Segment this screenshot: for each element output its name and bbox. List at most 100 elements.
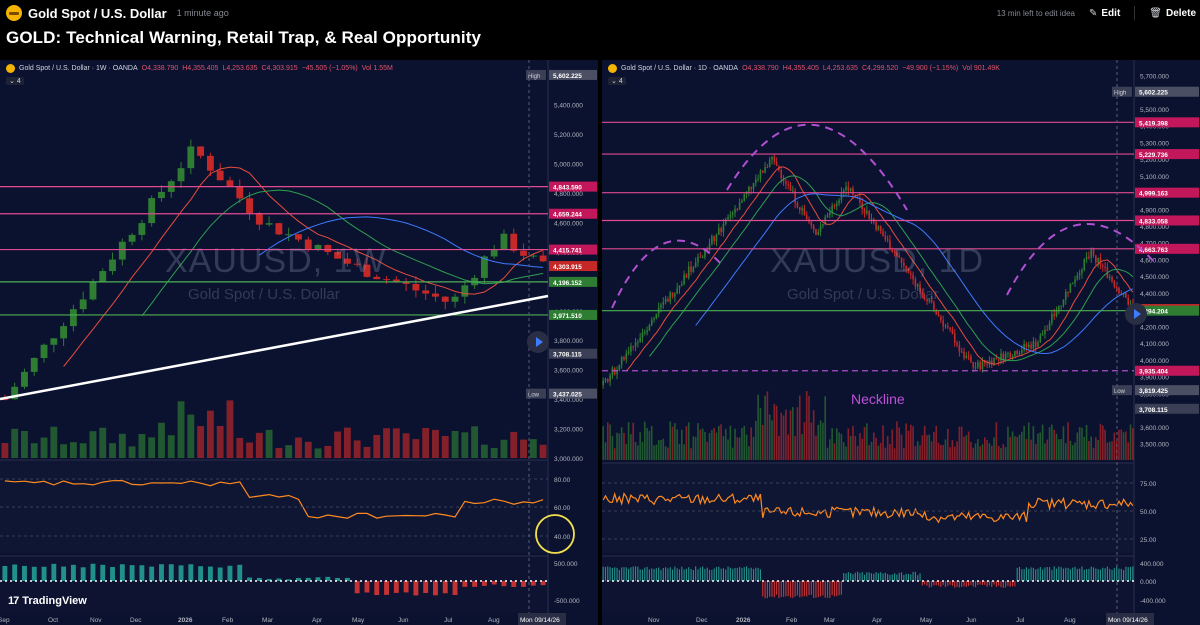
volume-bar	[944, 439, 947, 460]
price-scale-label: 3,000.000	[554, 456, 583, 463]
volume-bar	[432, 429, 439, 458]
daily-chart-canvas[interactable]: 5,700.0005,600.0005,500.0005,400.0005,30…	[602, 60, 1200, 625]
volume-bar	[951, 440, 954, 460]
play-replay-button[interactable]	[1125, 303, 1147, 325]
price-tag-bg	[549, 348, 597, 359]
legend-symbol[interactable]: Gold Spot / U.S. Dollar · 1W · OANDA	[19, 65, 138, 72]
delete-button[interactable]: 🗑 Delete	[1149, 7, 1196, 19]
macd-histogram-bar	[1005, 581, 1007, 588]
pencil-icon: ✎	[1089, 7, 1098, 19]
candle-body	[206, 155, 214, 171]
macd-histogram-bar	[831, 581, 833, 596]
macd-histogram-bar	[540, 581, 546, 586]
price-scale-label: 4,800.000	[1140, 224, 1169, 231]
weekly-chart-canvas[interactable]: 5,400.000 5,200.000 5,000.000 4,800.000 4,60…	[0, 60, 598, 625]
macd-histogram-bar	[921, 581, 923, 586]
macd-histogram-bar	[501, 581, 507, 587]
macd-histogram-bar	[632, 566, 634, 581]
macd-histogram-bar	[296, 577, 301, 581]
price-tag-label: 5,419.398	[1139, 120, 1168, 127]
candle-body	[21, 371, 28, 387]
candle-body	[236, 186, 244, 199]
candle-body	[295, 234, 302, 240]
legend-close: C4,299.520	[861, 65, 899, 72]
volume-bar	[1067, 422, 1069, 460]
candle-body	[653, 318, 655, 320]
volume-bar	[750, 427, 753, 460]
macd-histogram-bar	[637, 566, 639, 581]
volume-bar	[643, 421, 646, 460]
candle-body	[632, 346, 635, 348]
macd-histogram-bar	[655, 568, 657, 581]
volume-bar	[1118, 429, 1120, 460]
tag-prefix-bg	[1112, 385, 1132, 396]
macd-histogram-bar	[843, 573, 845, 581]
edit-button[interactable]: ✎ Edit	[1089, 7, 1121, 19]
indicator-collapse-toggle[interactable]: ⌄ 4	[6, 77, 24, 85]
price-scale-label: 5,100.000	[1140, 174, 1169, 181]
candle-body	[743, 193, 746, 201]
macd-histogram-bar	[602, 566, 604, 581]
candle-body	[690, 266, 692, 273]
volume-bar	[236, 437, 244, 458]
price-tag-bg	[1135, 403, 1199, 414]
macd-histogram-bar	[198, 566, 204, 581]
price-tag-label: 4,415.741	[553, 248, 582, 255]
macd-histogram-bar	[970, 581, 972, 585]
volume-bar	[1099, 423, 1102, 460]
volume-bar	[1011, 431, 1014, 460]
candle-body	[759, 170, 762, 179]
price-tag-bg	[549, 276, 597, 287]
candle-body	[304, 239, 312, 250]
candle-body	[1085, 256, 1088, 260]
panel-divider[interactable]	[598, 60, 602, 625]
candle-body	[1055, 310, 1058, 317]
price-tag-label: 4,303.915	[553, 264, 582, 271]
candle-body	[942, 320, 944, 327]
legend-low: L4,253.635	[822, 65, 858, 72]
play-replay-button[interactable]	[527, 331, 549, 353]
candle-body	[805, 214, 808, 220]
volume-bar	[977, 439, 979, 460]
macd-histogram-bar	[1018, 566, 1021, 581]
indicator-collapse-toggle[interactable]: ⌄ 4	[608, 77, 626, 85]
ascending-trend-line	[0, 294, 549, 401]
volume-bar	[676, 429, 678, 460]
legend-symbol[interactable]: Gold Spot / U.S. Dollar · 1D · OANDA	[621, 65, 739, 72]
volume-bar	[812, 410, 815, 460]
volume-bar	[678, 443, 681, 460]
symbol-title[interactable]: Gold Spot / U.S. Dollar	[28, 5, 167, 21]
candle-body	[620, 357, 623, 365]
candle-body	[1044, 329, 1046, 334]
volume-bar	[1085, 424, 1088, 460]
tradingview-logo[interactable]: 17 TradingView	[8, 595, 87, 607]
macd-histogram-bar	[1055, 568, 1058, 581]
weekly-chart-panel[interactable]: 5,400.000 5,200.000 5,000.000 4,800.000 4,60…	[0, 60, 598, 625]
candle-body	[1021, 350, 1023, 353]
candle-body	[275, 223, 283, 235]
macd-histogram-bar	[678, 569, 681, 581]
candle-body	[946, 325, 949, 328]
volume-bar	[995, 422, 998, 460]
volume-bar	[852, 425, 854, 460]
candle-body	[815, 229, 817, 235]
price-scale-label: 5,000.000	[554, 162, 583, 169]
volume-bar	[616, 432, 618, 460]
macd-histogram-bar	[644, 567, 646, 581]
volume-bar	[886, 436, 889, 460]
daily-chart-panel[interactable]: 5,700.0005,600.0005,500.0005,400.0005,30…	[602, 60, 1200, 625]
volume-bar	[1108, 441, 1111, 460]
macd-histogram-bar	[1099, 569, 1102, 581]
candle-body	[1004, 353, 1007, 361]
candle-body	[879, 226, 882, 232]
macd-histogram-bar	[947, 581, 949, 586]
macd-histogram-bar	[681, 566, 683, 581]
volume-bar	[422, 428, 430, 458]
macd-histogram-bar	[1069, 569, 1071, 581]
macd-histogram-bar	[80, 567, 86, 581]
candle-body	[128, 234, 136, 242]
volume-bar	[822, 422, 824, 460]
volume-bar	[868, 445, 870, 460]
volume-bar	[715, 432, 718, 460]
macd-histogram-bar	[188, 564, 194, 581]
